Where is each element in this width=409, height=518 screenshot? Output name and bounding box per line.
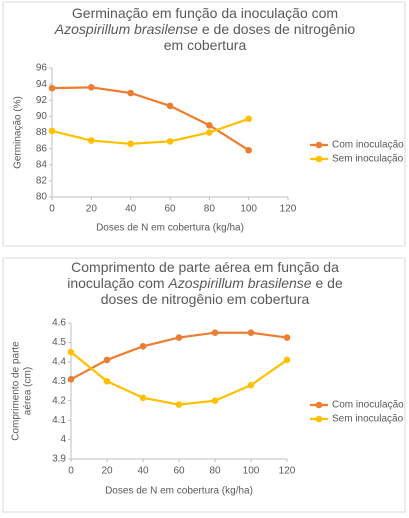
x-tick-label: 20: [101, 466, 113, 477]
x-tick-label: 40: [125, 204, 137, 215]
point: [88, 84, 95, 91]
x-axis-label: Doses de N em cobertura (kg/ha): [96, 223, 244, 234]
y-tick-label: 4: [60, 434, 66, 445]
y-tick-label: 86: [36, 143, 48, 154]
y-tick-label: 90: [36, 111, 48, 122]
point: [247, 329, 255, 337]
point: [139, 343, 147, 350]
y-tick-label: 4.6: [52, 318, 66, 329]
legend-label: Com inoculação: [332, 140, 404, 151]
chart-title: Germinação em função da inoculação com: [72, 5, 338, 21]
x-tick-label: 60: [173, 466, 185, 477]
chart-frame: [2, 257, 406, 513]
x-axis-label: Doses de N em cobertura (kg/ha): [105, 486, 253, 497]
y-axis-label: aérea (cm): [23, 367, 34, 415]
y-tick-label: 3.9: [52, 454, 66, 465]
x-tick-label: 100: [243, 466, 260, 477]
title-segment: inoculação com: [67, 275, 168, 291]
y-tick-label: 4.5: [52, 337, 66, 348]
point: [283, 334, 291, 341]
point: [211, 329, 219, 337]
chart-title: inoculação com Azospirillum brasilense e…: [67, 275, 343, 291]
chart-title: doses de nitrogênio em cobertura: [101, 291, 310, 307]
title-segment: Comprimento de parte aérea em função da: [71, 259, 339, 275]
point: [247, 381, 255, 389]
y-tick-label: 4.1: [52, 415, 66, 426]
point: [283, 356, 291, 364]
point: [175, 401, 183, 408]
y-axis-label: Comprimento de parte: [11, 341, 22, 441]
point: [166, 102, 174, 110]
y-tick-label: 4.4: [52, 356, 66, 367]
y-tick-label: 88: [36, 127, 48, 138]
x-tick-label: 0: [49, 204, 55, 215]
point: [245, 146, 252, 154]
x-tick-label: 80: [209, 466, 221, 477]
point: [127, 140, 134, 148]
point: [139, 394, 147, 402]
point: [48, 84, 56, 92]
point: [48, 127, 56, 135]
title-segment: Germinação em função da inoculação com: [72, 5, 338, 21]
point: [206, 129, 213, 136]
point: [175, 334, 183, 341]
x-tick-label: 120: [279, 466, 296, 477]
legend-label: Sem inoculação: [332, 414, 404, 425]
point: [88, 137, 95, 144]
point: [206, 121, 213, 129]
title-segment: doses de nitrogênio em cobertura: [101, 291, 310, 307]
y-axis-label: Germinação (%): [13, 96, 24, 169]
legend-label: Sem inoculação: [332, 154, 404, 165]
title-segment: e de doses de nitrogênio: [198, 21, 355, 37]
title-segment: Azospirillum brasilense: [167, 275, 311, 291]
legend-label: Com inoculação: [332, 400, 404, 411]
chart-title: Comprimento de parte aérea em função da: [71, 259, 339, 275]
chart-title: em cobertura: [164, 37, 247, 53]
legend-marker: [315, 401, 323, 409]
y-tick-label: 94: [36, 79, 48, 90]
x-tick-label: 40: [137, 466, 149, 477]
title-segment: Azospirillum brasilense: [54, 21, 198, 37]
chart-title: Azospirillum brasilense e de doses de ni…: [54, 21, 356, 37]
point: [211, 397, 219, 405]
y-tick-label: 80: [36, 192, 48, 203]
title-segment: e de: [312, 275, 343, 291]
legend-marker: [315, 155, 323, 163]
title-segment: em cobertura: [164, 37, 247, 53]
x-tick-label: 20: [86, 204, 98, 215]
x-tick-label: 80: [204, 204, 216, 215]
x-tick-label: 100: [240, 204, 257, 215]
series-line: [51, 117, 250, 145]
x-tick-label: 120: [280, 204, 297, 215]
y-tick-label: 82: [36, 176, 48, 187]
point: [103, 356, 111, 364]
point: [166, 138, 174, 145]
x-tick-label: 0: [68, 466, 74, 477]
y-tick-label: 92: [36, 95, 48, 106]
y-tick-label: 84: [36, 159, 48, 170]
point: [67, 348, 75, 356]
point: [103, 377, 111, 385]
legend-marker: [315, 415, 323, 423]
y-tick-label: 4.2: [52, 395, 66, 406]
chart-frame: [2, 1, 406, 247]
point: [67, 376, 75, 383]
x-tick-label: 60: [164, 204, 176, 215]
point: [127, 89, 134, 97]
y-tick-label: 96: [36, 63, 48, 74]
legend-marker: [315, 141, 323, 149]
point: [245, 115, 252, 123]
y-tick-label: 4.3: [52, 376, 66, 387]
